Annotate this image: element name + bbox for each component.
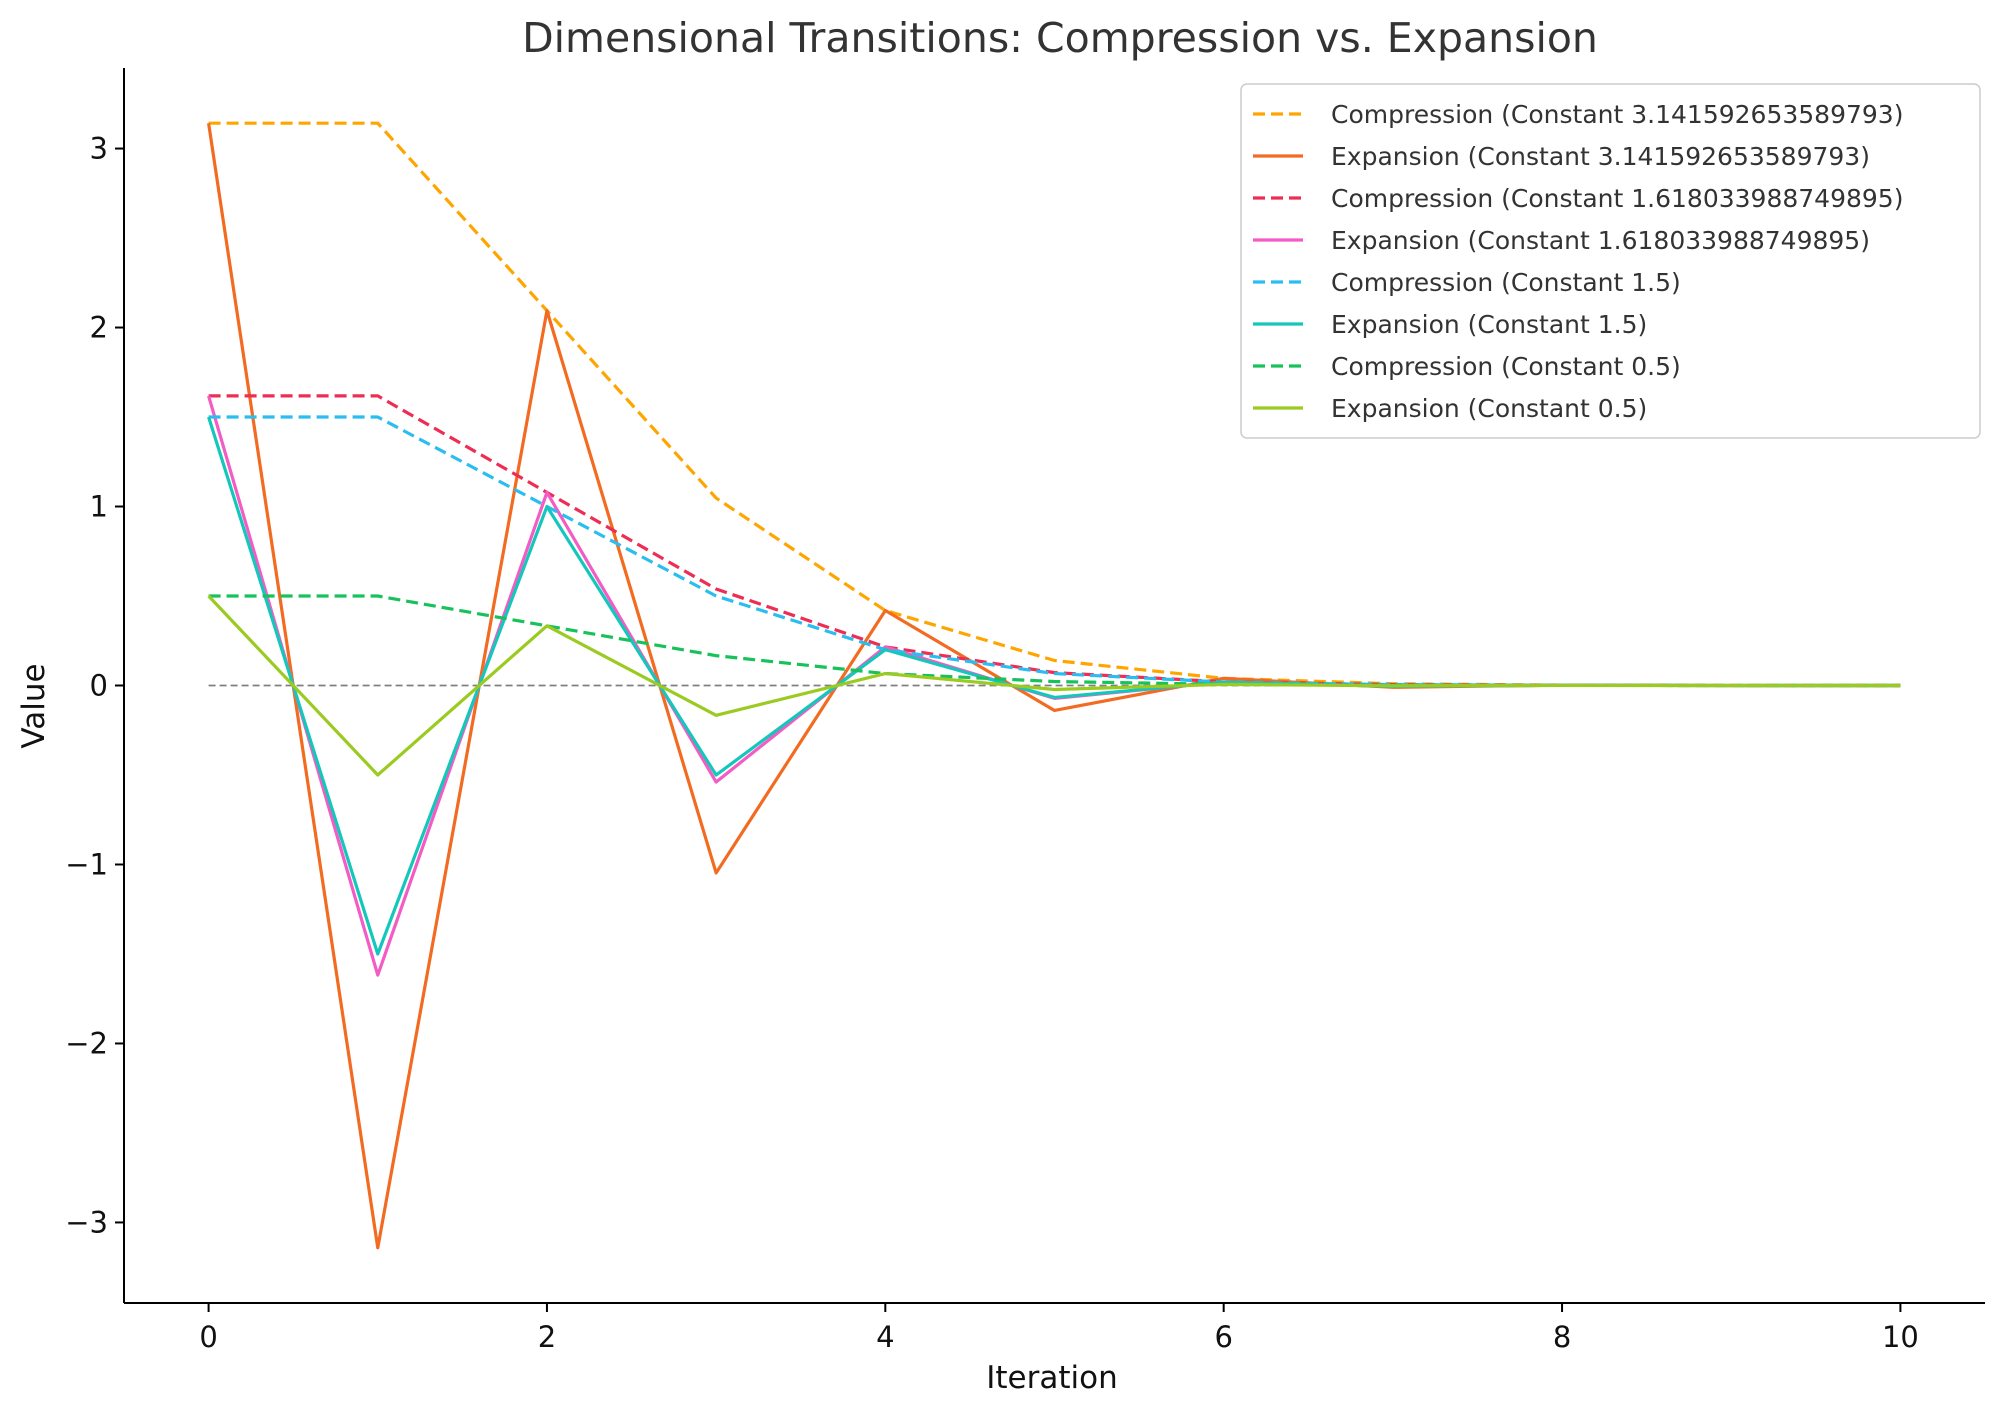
legend-label-1: Compression (Constant 3.141592653589793)	[1331, 100, 1903, 129]
x-tick-label: 2	[538, 1320, 556, 1354]
series-line-7	[208, 594, 1901, 688]
series-line-1	[208, 121, 1901, 688]
y-tick-label: 0	[90, 669, 108, 703]
legend-label-5: Compression (Constant 1.5)	[1331, 268, 1681, 297]
legend-label-6: Expansion (Constant 1.5)	[1331, 310, 1647, 339]
legend-label-2: Expansion (Constant 3.141592653589793)	[1331, 142, 1870, 171]
y-tick-label: −1	[65, 847, 108, 881]
y-tick-label: 2	[90, 311, 108, 345]
axes-layer: 0 2 4 6 8 10 −3 −2 −1 0 1 2 3	[65, 68, 1985, 1354]
x-tick-label: 8	[1553, 1320, 1571, 1354]
y-tick-label: 3	[90, 132, 108, 166]
x-tick-label: 10	[1882, 1320, 1919, 1354]
y-tick-label: −2	[65, 1026, 108, 1060]
y-tick-label: 1	[90, 490, 108, 524]
legend-box	[1240, 83, 1981, 439]
x-tick-label: 6	[1214, 1320, 1232, 1354]
legend-label-7: Compression (Constant 0.5)	[1331, 352, 1681, 381]
x-axis-label: Iteration	[986, 1360, 1118, 1396]
y-tick-label: −3	[65, 1205, 108, 1239]
legend-label-8: Expansion (Constant 0.5)	[1331, 394, 1647, 423]
legend: Compression (Constant 3.141592653589793)…	[1240, 83, 1981, 439]
series-layer	[207, 121, 1901, 1250]
series-line-8	[207, 594, 1901, 777]
y-axis-label: Value	[16, 663, 52, 748]
chart-title: Dimensional Transitions: Compression vs.…	[522, 14, 1598, 62]
legend-label-4: Expansion (Constant 1.618033988749895)	[1331, 226, 1870, 255]
x-tick-label: 0	[199, 1320, 217, 1354]
legend-label-3: Compression (Constant 1.618033988749895)	[1331, 184, 1903, 213]
x-tick-label: 4	[876, 1320, 894, 1354]
